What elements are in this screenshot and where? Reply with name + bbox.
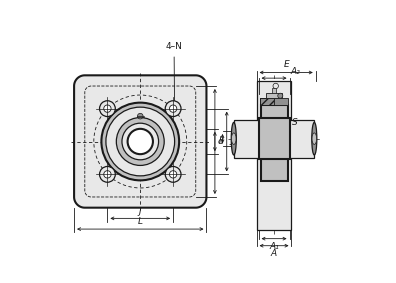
Circle shape xyxy=(104,171,111,178)
Circle shape xyxy=(99,101,115,117)
Text: d: d xyxy=(217,137,223,146)
Circle shape xyxy=(273,83,278,89)
Bar xyxy=(257,81,291,230)
Circle shape xyxy=(165,166,181,182)
Circle shape xyxy=(104,105,111,112)
Text: 4–N: 4–N xyxy=(166,42,183,103)
Bar xyxy=(261,105,287,181)
Circle shape xyxy=(106,107,175,176)
Circle shape xyxy=(169,171,177,178)
Ellipse shape xyxy=(232,133,236,144)
Ellipse shape xyxy=(312,133,316,144)
Polygon shape xyxy=(74,75,206,208)
Text: A₂: A₂ xyxy=(291,67,301,76)
Text: J: J xyxy=(230,136,233,145)
Bar xyxy=(272,88,276,93)
Circle shape xyxy=(169,105,177,112)
Circle shape xyxy=(101,103,179,180)
Circle shape xyxy=(278,93,283,98)
Bar xyxy=(260,98,274,105)
Circle shape xyxy=(122,123,158,160)
Circle shape xyxy=(116,117,164,166)
Bar xyxy=(234,119,314,158)
Ellipse shape xyxy=(312,123,317,155)
Circle shape xyxy=(128,129,153,154)
Text: E: E xyxy=(283,60,289,69)
Text: J: J xyxy=(139,207,142,216)
Circle shape xyxy=(165,101,181,117)
Text: S: S xyxy=(292,118,297,127)
Bar xyxy=(260,98,288,105)
Bar xyxy=(259,118,289,159)
Text: L: L xyxy=(138,217,143,226)
Ellipse shape xyxy=(231,123,236,155)
Text: I: I xyxy=(218,136,221,145)
Circle shape xyxy=(99,166,115,182)
Circle shape xyxy=(137,113,143,119)
Bar xyxy=(267,93,282,98)
Text: A₁: A₁ xyxy=(269,242,279,251)
Text: A: A xyxy=(271,249,277,258)
